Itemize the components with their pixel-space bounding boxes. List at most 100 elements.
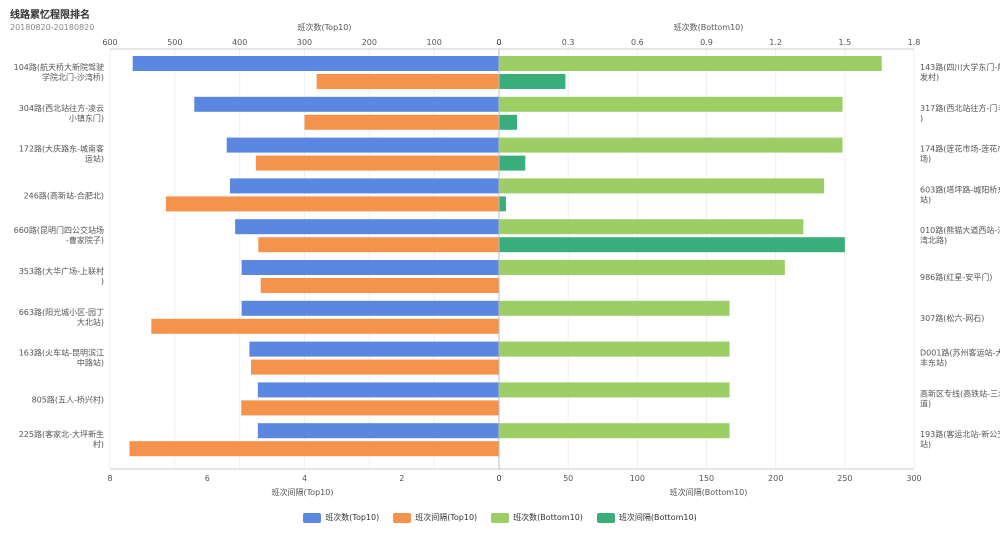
bar-top10-count <box>229 178 500 194</box>
top-left-tick-label: 500 <box>167 38 182 47</box>
right-category-label: 010路(熊猫大道西站-沙湾北路) <box>920 225 1000 245</box>
left-category-label: 172路(大庆路东-城南客运站) <box>19 144 104 164</box>
bottom-right-tick-label: 250 <box>837 474 852 483</box>
bar-bottom10-interval <box>499 196 506 212</box>
bar-top10-interval <box>255 155 499 171</box>
top-left-tick-label: 200 <box>362 38 377 47</box>
bottom-right-tick-label: 300 <box>906 474 921 483</box>
bar-bottom10-interval <box>499 237 845 253</box>
legend: 班次数(Top10) 班次间隔(Top10) 班次数(Bottom10) 班次间… <box>0 512 1000 523</box>
right-category-label: 高新区专线(高铁站-三木大道) <box>920 388 1000 408</box>
right-category-label: 986路(红星-安平门) <box>920 272 992 282</box>
top-right-tick-label: 0.9 <box>700 38 713 47</box>
bar-top10-interval <box>151 318 500 334</box>
bar-top10-count <box>257 423 499 439</box>
bottom-right-tick-label: 100 <box>630 474 645 483</box>
right-category-label: 193路(客运北站-新公交站) <box>920 429 1000 449</box>
bar-bottom10-count <box>499 300 730 316</box>
legend-label-bottom-count: 班次数(Bottom10) <box>513 513 583 522</box>
bar-top10-interval <box>251 359 499 375</box>
bottom-left-tick-label: 0 <box>496 474 501 483</box>
legend-swatch-top-interval <box>393 512 412 523</box>
top-right-tick-label: 1.2 <box>769 38 782 47</box>
bar-top10-count <box>132 56 500 71</box>
chart-subtitle: 20180820-20180820 <box>10 23 95 32</box>
bar-bottom10-count <box>499 260 785 275</box>
top-right-tick-label: 0.6 <box>631 38 644 47</box>
top-left-tick-label: 0 <box>496 38 501 47</box>
legend-item-top-interval[interactable]: 班次间隔(Top10) <box>393 512 477 523</box>
bar-bottom10-count <box>499 137 843 153</box>
bottom-right-tick-label: 50 <box>563 474 573 483</box>
bar-bottom10-count <box>499 178 825 194</box>
bar-bottom10-count <box>499 219 804 235</box>
bar-top10-interval <box>316 74 499 89</box>
right-category-label: 317路(西北站往方-门斗) <box>920 103 1000 123</box>
bar-top10-count <box>249 341 499 357</box>
right-category-label: D001路(苏州客运站-大丰东站) <box>920 348 1000 368</box>
legend-item-bottom-count[interactable]: 班次数(Bottom10) <box>491 512 583 523</box>
legend-swatch-bottom-interval <box>596 512 615 523</box>
bottom-right-tick-label: 200 <box>768 474 783 483</box>
bar-top10-count <box>194 96 500 112</box>
right-category-label: 307路(松六-网石) <box>920 313 984 323</box>
left-category-label: 660路(昆明门四公交站场-曹家院子) <box>14 225 104 245</box>
bar-top10-count <box>257 382 499 398</box>
bar-bottom10-count <box>499 96 843 112</box>
bar-top10-count <box>241 300 499 316</box>
top-left-tick-label: 300 <box>297 38 312 47</box>
legend-swatch-top-count <box>303 512 322 523</box>
bar-bottom10-count <box>499 56 882 71</box>
right-category-label: 143路(四川大学东门-鼎发村) <box>920 62 1000 82</box>
bar-bottom10-interval <box>499 155 526 171</box>
bottom-left-tick-label: 8 <box>107 474 112 483</box>
left-category-label: 663路(阳光城小区-园丁大北站) <box>19 307 104 327</box>
top-right-tick-label: 1.8 <box>908 38 921 47</box>
bar-bottom10-interval <box>499 114 517 130</box>
legend-item-bottom-interval[interactable]: 班次间隔(Bottom10) <box>596 512 697 523</box>
bar-bottom10-interval <box>499 74 566 89</box>
left-category-label: 353路(大华广场-上联村) <box>19 266 104 286</box>
left-category-label: 104路(航天桥大新院驾驶学院北门-沙湾桥) <box>14 62 104 82</box>
bar-top10-interval <box>129 441 499 457</box>
bar-top10-interval <box>258 237 499 253</box>
bottom-right-tick-label: 0 <box>496 474 501 483</box>
bar-bottom10-count <box>499 382 730 398</box>
bar-bottom10-count <box>499 423 730 439</box>
left-category-label: 225路(客家北-大坪新生村) <box>19 429 104 449</box>
top-right-axis-title: 班次数(Bottom10) <box>674 22 744 32</box>
legend-label-top-count: 班次数(Top10) <box>325 513 380 522</box>
bottom-right-axis-title: 班次间隔(Bottom10) <box>670 487 748 497</box>
legend-label-top-interval: 班次间隔(Top10) <box>415 513 478 522</box>
right-category-label: 603路(塔坪路-城阳桥东站) <box>920 184 1000 204</box>
top-left-tick-label: 100 <box>427 38 442 47</box>
bottom-right-tick-label: 150 <box>699 474 714 483</box>
bottom-left-tick-label: 2 <box>399 474 404 483</box>
bar-top10-interval <box>260 278 499 293</box>
left-category-label: 805路(五人-桥兴村) <box>32 394 104 404</box>
bar-top10-count <box>235 219 499 235</box>
chart-title: 线路累忆程限排名 <box>10 10 90 21</box>
bar-top10-count <box>226 137 499 153</box>
top-left-tick-label: 600 <box>102 38 117 47</box>
bottom-left-tick-label: 4 <box>302 474 307 483</box>
bottom-left-axis-title: 班次间隔(Top10) <box>272 487 334 497</box>
top-left-axis-title: 班次数(Top10) <box>298 22 352 32</box>
bar-top10-interval <box>241 400 499 416</box>
bar-top10-interval <box>304 114 499 130</box>
left-category-label: 163路(火车站-昆明滨江中路站) <box>19 348 104 368</box>
left-category-label: 246路(高新站-合肥北) <box>24 190 104 200</box>
top-right-tick-label: 1.5 <box>838 38 851 47</box>
legend-label-bottom-interval: 班次间隔(Bottom10) <box>618 513 697 522</box>
legend-swatch-bottom-count <box>491 512 510 523</box>
top-right-tick-label: 0 <box>496 38 501 47</box>
bar-top10-count <box>241 260 499 275</box>
bar-top10-interval <box>165 196 499 212</box>
legend-item-top-count[interactable]: 班次数(Top10) <box>303 512 379 523</box>
top-right-tick-label: 0.3 <box>562 38 575 47</box>
left-category-label: 304路(西北站往方-凌云小镇东门) <box>19 103 104 123</box>
right-category-label: 174路(莲花市场-莲花市场) <box>920 144 1000 164</box>
top-left-tick-label: 400 <box>232 38 247 47</box>
bar-bottom10-count <box>499 341 730 357</box>
